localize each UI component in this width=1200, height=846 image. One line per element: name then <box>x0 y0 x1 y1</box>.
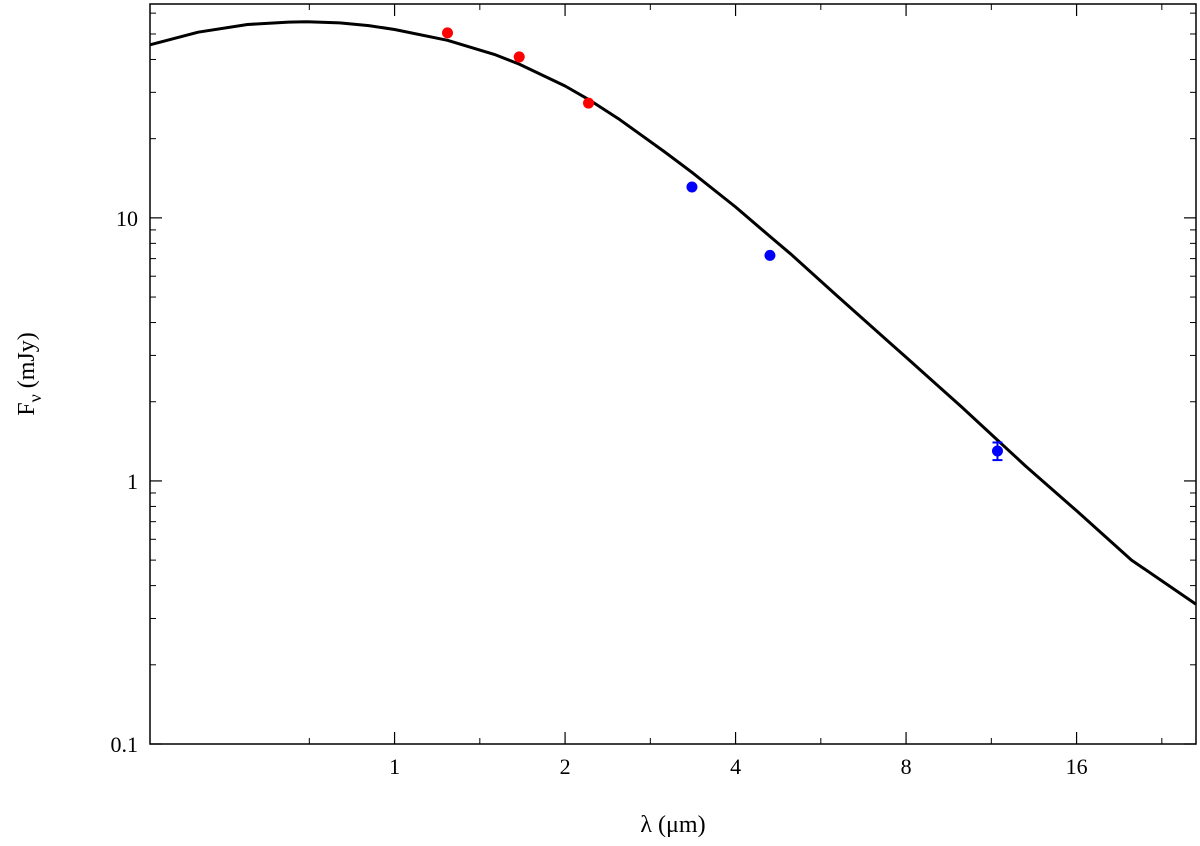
data-point <box>764 249 776 261</box>
x-tick-label: 2 <box>560 754 571 779</box>
plot-frame <box>149 3 1197 745</box>
x-tick-label: 1 <box>389 754 400 779</box>
axis-tick-labels: 1 2 4 8 16 0.1 1 10 <box>111 206 1088 779</box>
data-point <box>583 97 595 109</box>
data-point <box>991 445 1003 457</box>
data-series <box>149 20 1197 606</box>
axis-ticks <box>150 4 1196 745</box>
data-point <box>441 27 453 39</box>
y-axis-label: Fν (mJy) <box>14 332 45 416</box>
x-tick-label: 4 <box>730 754 741 779</box>
x-axis-label: λ (μm) <box>640 812 705 838</box>
data-point <box>513 51 525 63</box>
y-tick-label: 10 <box>116 206 138 231</box>
x-tick-label: 8 <box>901 754 912 779</box>
y-axis-label-units: (mJy) <box>14 332 40 394</box>
model-curve <box>149 20 1197 606</box>
y-axis-label-main: F <box>14 402 40 415</box>
y-tick-label: 1 <box>127 469 138 494</box>
y-axis-label-subscript: ν <box>25 394 45 402</box>
y-tick-label: 0.1 <box>111 732 139 757</box>
x-tick-label: 16 <box>1066 754 1088 779</box>
data-point <box>686 181 698 193</box>
